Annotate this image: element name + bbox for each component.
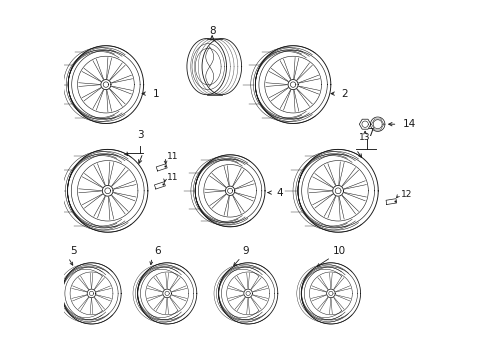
Text: 6: 6 [153,246,160,256]
Text: 2: 2 [341,89,347,99]
Text: 12: 12 [400,190,412,199]
Text: 13: 13 [359,133,370,142]
Text: 11: 11 [167,173,178,181]
Text: 3: 3 [137,130,143,140]
Text: 8: 8 [208,26,215,36]
Text: 11: 11 [167,152,178,161]
Text: 1: 1 [152,89,159,99]
Text: 14: 14 [402,119,415,129]
Text: 9: 9 [242,246,249,256]
Text: 7: 7 [366,128,373,138]
Text: 10: 10 [332,246,345,256]
Text: 5: 5 [70,246,76,256]
Text: 4: 4 [276,188,283,198]
